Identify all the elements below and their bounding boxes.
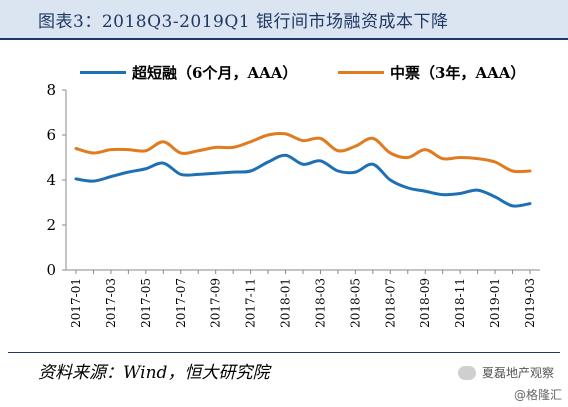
source-note: 资料来源：Wind，恒大研究院 — [38, 363, 270, 383]
legend-label-series-1: 中票（3年，AAA） — [390, 64, 526, 82]
x-tick-label: 2017-01 — [69, 278, 83, 328]
x-tick-label: 2018-05 — [348, 278, 362, 328]
x-tick-label: 2018-07 — [383, 278, 397, 328]
watermark-text: 夏磊地产观察 — [481, 366, 554, 380]
x-tick-label: 2017-03 — [104, 278, 118, 328]
x-tick-label: 2019-03 — [523, 278, 537, 328]
x-tick-label: 2017-09 — [209, 278, 223, 328]
legend-item-series-0: 超短融（6个月，AAA） — [80, 62, 297, 83]
x-tick-label: 2018-11 — [453, 278, 467, 328]
x-tick-label: 2018-01 — [279, 278, 293, 328]
watermark: 夏磊地产观察 — [457, 364, 554, 381]
x-tick-label: 2017-07 — [174, 278, 188, 328]
legend-label-series-0: 超短融（6个月，AAA） — [132, 64, 298, 82]
watermark-sub: @格隆汇 — [513, 388, 562, 402]
x-tick-label: 2018-03 — [313, 278, 327, 328]
x-tick-label: 2017-05 — [139, 278, 153, 328]
y-tick-label: 4 — [46, 171, 56, 189]
x-tick-label: 2017-11 — [244, 278, 258, 328]
y-tick-label: 0 — [46, 261, 56, 279]
chart-title: 图表3：2018Q3-2019Q1 银行间市场融资成本下降 — [0, 0, 568, 38]
series-line-0 — [74, 153, 532, 208]
legend-item-series-1: 中票（3年，AAA） — [338, 62, 525, 83]
x-tick-label: 2019-01 — [488, 278, 502, 328]
source-divider — [8, 352, 560, 353]
x-tick-label: 2018-09 — [418, 278, 432, 328]
legend: 超短融（6个月，AAA） 中票（3年，AAA） — [0, 62, 568, 84]
wechat-icon — [457, 365, 476, 380]
y-tick-label: 8 — [46, 81, 56, 99]
series-line-1 — [74, 131, 532, 174]
y-tick-label: 6 — [46, 126, 56, 144]
legend-swatch-blue — [80, 71, 126, 74]
y-tick-label: 2 — [46, 216, 56, 234]
title-divider — [0, 38, 568, 40]
legend-swatch-orange — [338, 71, 384, 74]
